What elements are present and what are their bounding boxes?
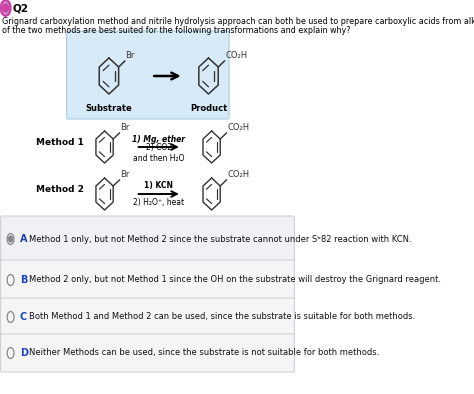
- Text: Neither Methods can be used, since the substrate is not suitable for both method: Neither Methods can be used, since the s…: [28, 349, 379, 357]
- Text: Q2: Q2: [12, 3, 28, 13]
- Text: Grignard carboxylation method and nitrile hydrolysis approach can both be used t: Grignard carboxylation method and nitril…: [2, 17, 474, 26]
- Text: CO₂H: CO₂H: [225, 51, 247, 60]
- Text: Substrate: Substrate: [85, 104, 132, 113]
- Text: 2) H₂O⁺, heat: 2) H₂O⁺, heat: [133, 198, 184, 207]
- FancyBboxPatch shape: [67, 31, 229, 119]
- FancyBboxPatch shape: [0, 216, 294, 262]
- FancyBboxPatch shape: [0, 260, 294, 300]
- Circle shape: [9, 236, 12, 242]
- Text: Method 2: Method 2: [36, 184, 84, 193]
- Text: CO₂H: CO₂H: [227, 170, 249, 179]
- Text: Method 1: Method 1: [36, 138, 84, 147]
- Text: Br: Br: [120, 123, 129, 132]
- Text: D: D: [20, 348, 28, 358]
- Text: Method 1 only, but not Method 2 since the substrate cannot under Sᵇ82 reaction w: Method 1 only, but not Method 2 since th…: [28, 234, 411, 243]
- Text: of the two methods are best suited for the following transformations and explain: of the two methods are best suited for t…: [2, 26, 350, 35]
- Text: Br: Br: [120, 170, 129, 179]
- Text: 2) CO2: 2) CO2: [146, 143, 172, 152]
- FancyBboxPatch shape: [0, 334, 294, 372]
- Circle shape: [3, 4, 9, 13]
- Text: A: A: [20, 234, 27, 244]
- Text: Method 2 only, but not Method 1 since the OH on the substrate will destroy the G: Method 2 only, but not Method 1 since th…: [28, 275, 441, 284]
- Text: 1) Mg, ether: 1) Mg, ether: [132, 135, 185, 144]
- Text: Product: Product: [190, 104, 227, 113]
- Text: C: C: [20, 312, 27, 322]
- Text: Both Method 1 and Method 2 can be used, since the substrate is suitable for both: Both Method 1 and Method 2 can be used, …: [28, 312, 415, 322]
- Text: and then H₂O: and then H₂O: [133, 154, 184, 163]
- Text: B: B: [20, 275, 27, 285]
- Text: CO₂H: CO₂H: [227, 123, 249, 132]
- Text: Br: Br: [126, 51, 135, 60]
- FancyBboxPatch shape: [0, 298, 294, 336]
- Text: 1) KCN: 1) KCN: [144, 181, 173, 190]
